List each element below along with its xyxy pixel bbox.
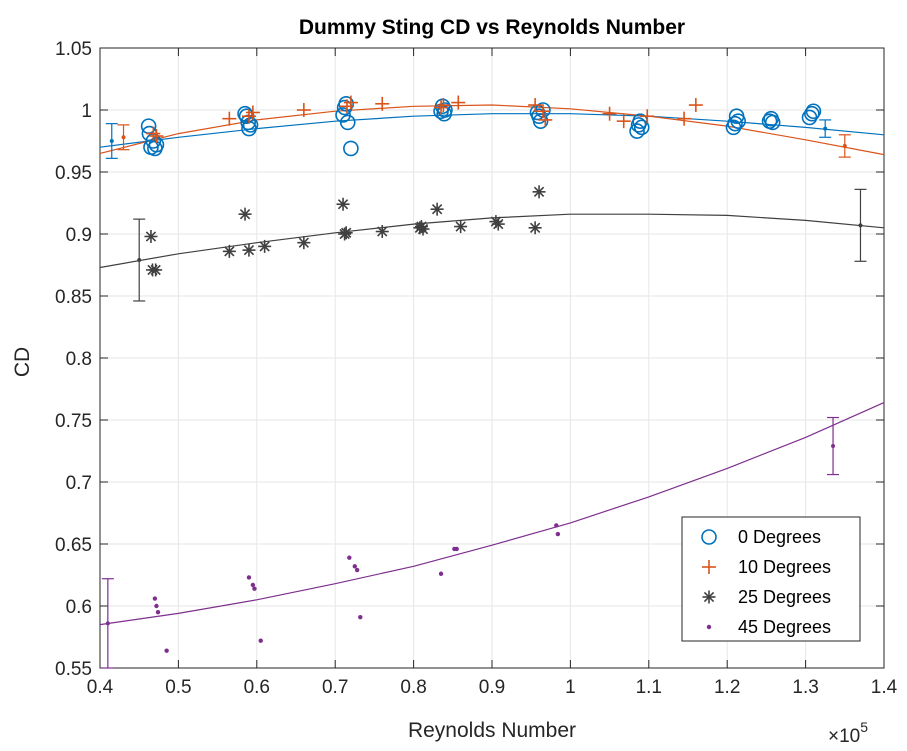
error-bar-center: [122, 135, 126, 139]
data-point: [156, 610, 160, 614]
error-bar-center: [823, 127, 827, 131]
data-point: [439, 572, 443, 576]
error-bar-center: [858, 223, 862, 227]
chart-title: Dummy Sting CD vs Reynolds Number: [299, 16, 685, 39]
data-point: [533, 185, 546, 198]
x-multiplier-exponent: 5: [860, 719, 868, 735]
data-point: [355, 568, 359, 572]
error-bar-center: [110, 139, 114, 143]
data-point: [347, 555, 351, 559]
y-tick-label: 0.55: [55, 659, 92, 680]
y-tick-label: 0.9: [66, 225, 92, 246]
legend-label: 0 Degrees: [738, 527, 821, 547]
error-bar-center: [137, 258, 141, 262]
data-point: [556, 532, 560, 536]
data-point: [297, 236, 310, 249]
legend-marker: [707, 625, 711, 629]
data-point: [492, 218, 505, 231]
data-point: [337, 198, 350, 211]
data-point: [376, 225, 389, 238]
y-tick-label: 0.75: [55, 411, 92, 432]
data-point: [153, 596, 157, 600]
data-point: [247, 575, 251, 579]
x-tick-label: 0.7: [322, 677, 348, 698]
error-bar-center: [106, 621, 110, 625]
y-tick-label: 0.8: [66, 349, 92, 370]
data-point: [239, 208, 252, 221]
legend-label: 25 Degrees: [738, 587, 831, 607]
x-tick-label: 1: [565, 677, 576, 698]
y-tick-label: 0.65: [55, 535, 92, 556]
data-point: [154, 604, 158, 608]
data-point: [529, 221, 542, 234]
error-bar-center: [843, 144, 847, 148]
data-point: [252, 586, 256, 590]
data-point: [259, 639, 263, 643]
data-point: [358, 615, 362, 619]
data-point: [554, 523, 558, 527]
data-point: [340, 226, 353, 239]
legend: 0 Degrees 10 Degrees 25 Degrees 45 Degrees: [682, 517, 860, 641]
x-tick-label: 1.3: [792, 677, 818, 698]
y-tick-label: 0.6: [66, 597, 92, 618]
data-point: [242, 244, 255, 257]
x-tick-label: 1.4: [871, 677, 898, 698]
x-tick-label: 1.2: [714, 677, 740, 698]
data-point: [223, 245, 236, 258]
data-point: [431, 203, 444, 216]
y-tick-label: 1.05: [55, 39, 92, 60]
data-point: [417, 223, 430, 236]
data-point: [258, 240, 271, 253]
data-point: [144, 230, 157, 243]
y-tick-label: 0.7: [66, 473, 92, 494]
x-tick-label: 0.4: [87, 677, 114, 698]
x-axis-label: Reynolds Number: [408, 719, 576, 742]
data-point: [455, 547, 459, 551]
data-point: [164, 648, 168, 652]
data-point: [149, 263, 162, 276]
legend-label: 10 Degrees: [738, 557, 831, 577]
legend-marker: [703, 591, 716, 604]
x-tick-label: 0.9: [479, 677, 505, 698]
y-axis-label: CD: [11, 347, 34, 377]
y-tick-label: 0.85: [55, 287, 92, 308]
y-tick-label: 0.95: [55, 163, 92, 184]
x-tick-label: 0.8: [400, 677, 426, 698]
data-point: [454, 220, 467, 233]
x-multiplier-base: ×10: [828, 726, 860, 747]
x-tick-label: 0.6: [244, 677, 270, 698]
x-tick-label: 0.5: [165, 677, 191, 698]
error-bar-center: [831, 444, 835, 448]
x-tick-label: 1.1: [636, 677, 662, 698]
y-tick-label: 1: [81, 101, 92, 122]
data-point: [353, 564, 357, 568]
legend-label: 45 Degrees: [738, 617, 831, 637]
